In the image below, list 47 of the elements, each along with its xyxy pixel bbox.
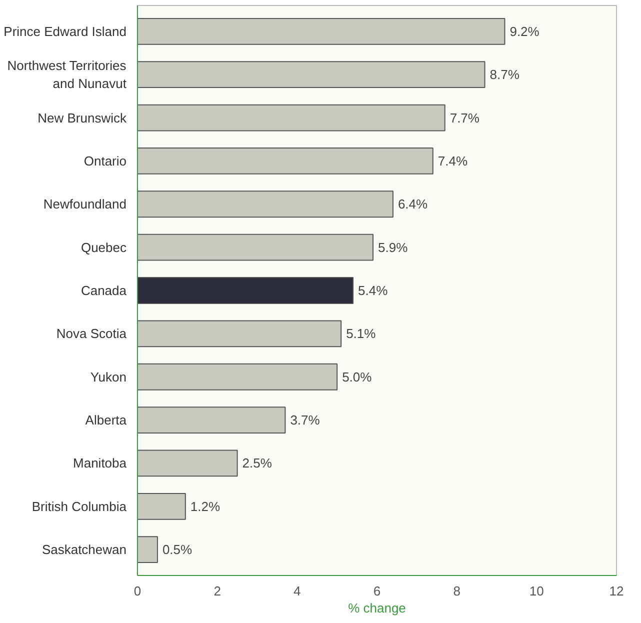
bar <box>138 234 374 261</box>
x-tick-label: 6 <box>373 584 381 598</box>
y-tick-label: Northwest Territories and Nunavut <box>7 58 127 92</box>
data-label: 7.7% <box>450 110 480 126</box>
x-tick-label: 4 <box>294 584 301 598</box>
y-tick-label: Saskatchewan <box>42 542 127 558</box>
data-label: 1.2% <box>190 498 220 514</box>
bar <box>138 536 158 564</box>
y-tick-label: New Brunswick <box>38 110 127 126</box>
data-label: 5.1% <box>346 326 376 342</box>
y-tick-label: Yukon <box>90 369 127 384</box>
bar <box>138 406 286 434</box>
bar <box>138 61 486 88</box>
bar <box>138 190 394 218</box>
data-label: 5.4% <box>358 283 388 298</box>
y-tick-label: Canada <box>80 283 128 298</box>
y-tick-label: Ontario <box>84 153 127 168</box>
x-tick-label: 12 <box>609 584 624 598</box>
y-tick-label: British Columbia <box>32 498 128 514</box>
x-tick-label: 2 <box>214 584 221 598</box>
y-tick-label: Quebec <box>80 240 127 255</box>
data-label: 9.2% <box>510 24 540 39</box>
bar <box>138 104 446 132</box>
y-tick-label: Nova Scotia <box>56 326 128 342</box>
y-tick-label: Prince Edward Island <box>4 24 127 39</box>
bar <box>138 320 342 348</box>
x-tick-label: 10 <box>529 584 544 598</box>
data-label: 5.9% <box>378 240 408 255</box>
data-label: 6.4% <box>398 196 428 212</box>
x-tick-label: 0 <box>134 584 142 598</box>
data-label: 3.7% <box>290 412 320 428</box>
data-label: 2.5% <box>242 456 272 471</box>
data-label: 7.4% <box>438 153 468 168</box>
data-label: 8.7% <box>490 67 520 82</box>
y-tick-label: Newfoundland <box>43 196 127 212</box>
data-label: 0.5% <box>162 542 193 558</box>
bar <box>138 450 238 477</box>
x-tick-label: 8 <box>453 584 460 598</box>
bar <box>138 148 434 174</box>
data-label: 5.0% <box>342 369 372 384</box>
bar <box>138 492 186 520</box>
bar <box>138 277 354 304</box>
bar <box>138 363 338 390</box>
x-axis-title: % change <box>348 600 406 616</box>
y-tick-label: Manitoba <box>73 456 128 471</box>
y-tick-label: Alberta <box>85 412 128 428</box>
bar <box>138 18 506 45</box>
